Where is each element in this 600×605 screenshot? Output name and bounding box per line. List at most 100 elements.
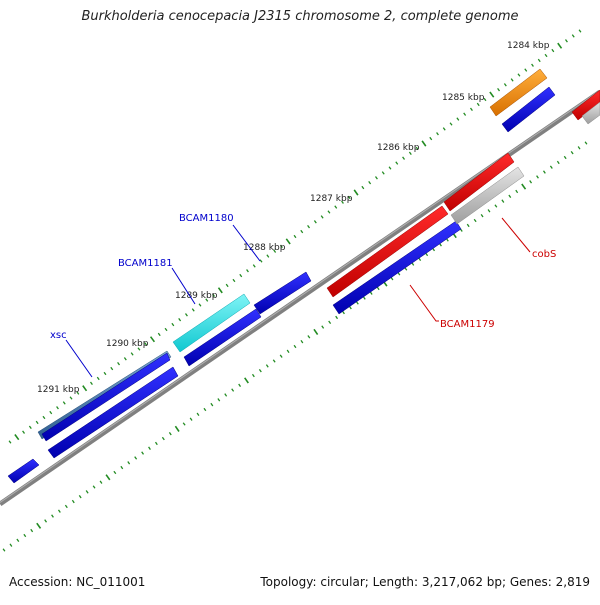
gene-labels: BCAM1180 BCAM1181 xsc BCAM1179 cobS <box>50 213 556 378</box>
gene-red-edge[interactable] <box>571 89 600 121</box>
inner-ring-tick <box>16 538 20 542</box>
inner-ring-tick <box>23 533 27 538</box>
gene-orange[interactable] <box>489 68 548 117</box>
inner-ring-tick <box>584 141 588 145</box>
inner-ring-tick <box>154 441 158 446</box>
inner-ring-tick <box>196 412 200 416</box>
inner-ring-tick <box>515 189 519 194</box>
outer-ring-tick <box>149 336 156 343</box>
outer-ring-tick <box>178 318 182 322</box>
outer-ring-tick <box>117 362 121 366</box>
outer-ring-tick <box>313 220 317 224</box>
outer-ring-tick <box>266 254 270 258</box>
outer-ring-tick <box>252 264 256 268</box>
tick-ring-outer <box>8 29 582 444</box>
outer-ring-tick <box>442 127 446 131</box>
inner-ring-tick <box>210 402 214 407</box>
outer-ring-tick <box>171 322 175 327</box>
inner-ring-tick <box>279 354 283 358</box>
tick-label-1288: 1288 kbp <box>243 243 286 253</box>
outer-ring-tick <box>551 48 555 53</box>
outer-ring-tick <box>14 434 20 441</box>
gene-blue-inner-2[interactable] <box>41 352 171 442</box>
inner-ring-tick <box>563 155 567 160</box>
inner-ring-tick <box>487 209 491 213</box>
outer-ring-tick <box>347 195 351 200</box>
gene-label-bcam1179[interactable]: BCAM1179 <box>440 319 495 330</box>
leader-bcam1181 <box>171 267 196 305</box>
outer-ring-tick <box>144 342 148 346</box>
outer-ring-tick <box>137 347 141 351</box>
inner-ring-tick <box>85 490 89 494</box>
outer-ring-tick <box>22 430 26 434</box>
outer-ring-tick <box>483 97 487 102</box>
outer-ring-tick <box>246 269 249 273</box>
gene-label-bcam1180[interactable]: BCAM1180 <box>179 213 234 224</box>
gene-blue-inner-1[interactable] <box>7 458 40 484</box>
inner-ring-tick <box>556 160 560 165</box>
gene-label-bcam1181[interactable]: BCAM1181 <box>118 258 173 269</box>
inner-ring-tick <box>577 146 581 150</box>
inner-ring-tick <box>362 296 366 300</box>
inner-ring-tick <box>390 277 394 281</box>
inner-ring-tick <box>113 470 117 475</box>
gene-red-outer-1[interactable] <box>326 205 449 298</box>
inner-ring-tick <box>36 522 42 529</box>
inner-ring-tick <box>251 373 255 378</box>
gene-label-xsc[interactable]: xsc <box>50 330 67 341</box>
inner-ring-tick <box>244 377 249 384</box>
gene-bcam1180[interactable] <box>253 271 312 315</box>
outer-ring-tick <box>327 210 331 214</box>
outer-ring-tick <box>307 225 311 229</box>
outer-ring-tick <box>123 357 127 361</box>
outer-ring-tick <box>489 91 495 98</box>
outer-ring-tick <box>62 401 66 405</box>
outer-ring-tick <box>463 112 467 116</box>
outer-ring-tick <box>191 308 195 312</box>
gene-blue-inner-3[interactable] <box>47 366 179 459</box>
gene-gray-edge[interactable] <box>581 101 600 125</box>
inner-ring-tick <box>466 223 470 228</box>
inner-ring-tick <box>335 315 339 320</box>
outer-ring-tick <box>320 215 324 219</box>
gene-red-outer-2[interactable] <box>443 152 515 212</box>
outer-ring-tick <box>374 176 378 180</box>
inner-ring-tick <box>549 165 553 169</box>
outer-ring-tick <box>503 83 507 87</box>
gene-bcam1181[interactable] <box>172 293 251 353</box>
inner-ring-tick <box>508 194 512 198</box>
inner-ring-tick <box>321 325 325 329</box>
gene-blue-inner-5[interactable] <box>501 86 556 133</box>
outer-ring-tick <box>421 140 427 147</box>
leader-xsc <box>65 339 93 378</box>
outer-ring-tick <box>524 68 528 72</box>
outer-ring-tick <box>212 293 216 297</box>
outer-ring-tick <box>35 420 39 425</box>
outer-ring-tick <box>76 391 80 395</box>
inner-ring-tick <box>189 417 193 421</box>
outer-ring-tick <box>578 29 582 33</box>
outer-ring-tick <box>103 371 107 376</box>
gene-blue-inner-4[interactable] <box>183 308 262 367</box>
genome-backbone-highlight <box>0 90 600 503</box>
gene-cobs[interactable] <box>450 166 525 225</box>
outer-ring-tick <box>381 171 385 175</box>
inner-ring-tick <box>30 528 34 533</box>
inner-ring-tick <box>134 456 138 460</box>
inner-ring-tick <box>570 151 574 155</box>
outer-ring-tick <box>184 313 188 317</box>
outer-ring-tick <box>259 259 263 263</box>
outer-ring-tick <box>28 425 32 429</box>
gene-bcam1179[interactable] <box>332 220 462 315</box>
inner-ring-tick <box>536 175 539 179</box>
inner-ring-tick <box>99 480 103 484</box>
inner-ring-tick <box>494 204 498 208</box>
outer-ring-tick <box>557 42 563 49</box>
outer-ring-tick <box>469 107 473 111</box>
inner-ring-tick <box>355 301 359 305</box>
tick-label-1284: 1284 kbp <box>507 41 550 51</box>
inner-ring-tick <box>141 451 145 455</box>
outer-ring-tick <box>300 229 304 234</box>
gene-label-cobs[interactable]: cobS <box>532 249 556 260</box>
